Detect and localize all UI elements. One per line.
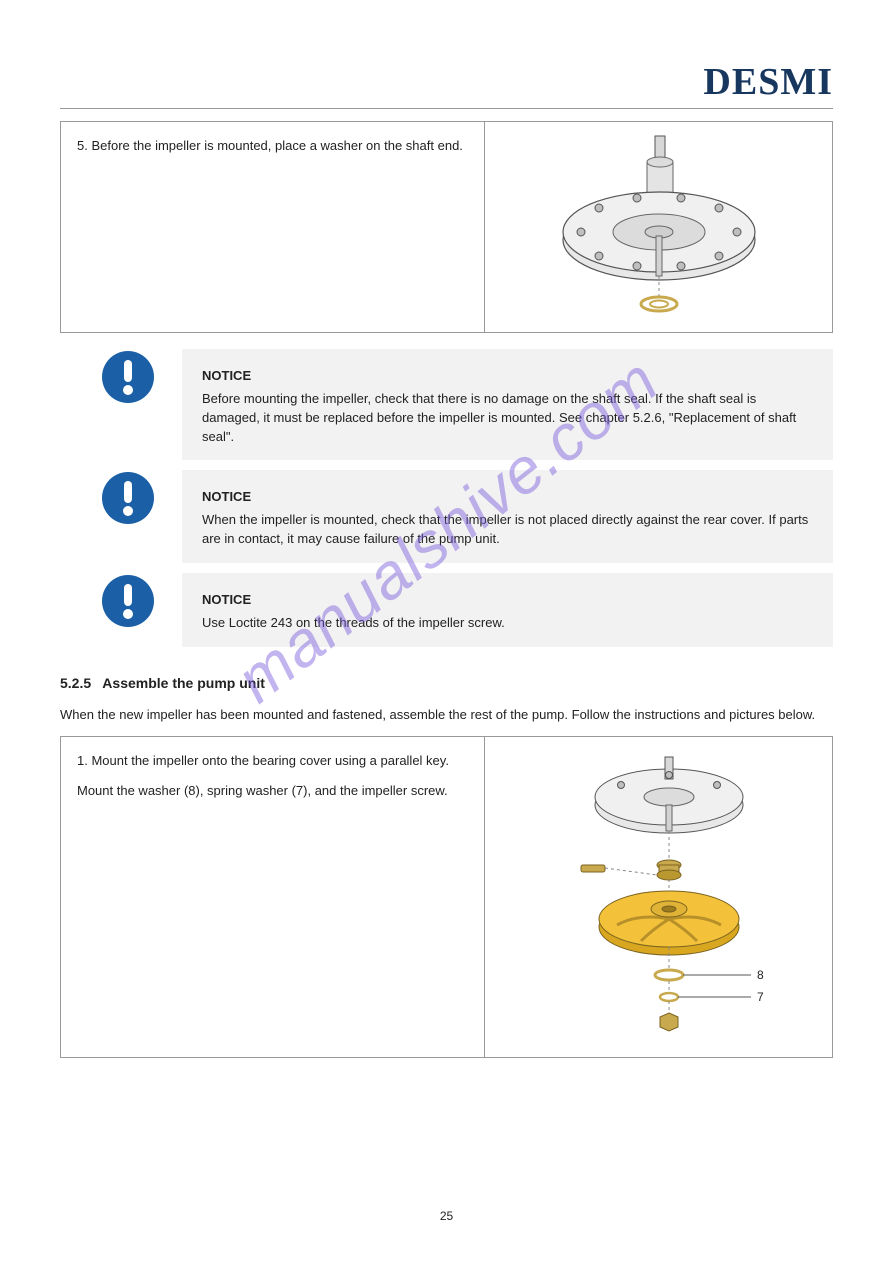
callout-7: 7: [757, 990, 764, 1004]
brand-logo: DESMI: [703, 60, 833, 104]
notice-icon: [100, 573, 158, 647]
step-box-assemble: 1. Mount the impeller onto the bearing c…: [60, 736, 833, 1058]
step-box-washer-illustration: [485, 122, 832, 332]
notice-body: NOTICE Use Loctite 243 on the threads of…: [182, 573, 833, 647]
notice-title: NOTICE: [202, 488, 813, 507]
page-number: 25: [0, 1209, 893, 1223]
step-text-2: Mount the washer (8), spring washer (7),…: [77, 781, 468, 801]
notice-loctite: NOTICE Use Loctite 243 on the threads of…: [100, 573, 833, 647]
section-heading: 5.2.5 Assemble the pump unit: [60, 675, 833, 691]
notice-body: NOTICE Before mounting the impeller, che…: [182, 349, 833, 460]
notice-icon: [100, 470, 158, 563]
notice-impeller-clearance: NOTICE When the impeller is mounted, che…: [100, 470, 833, 563]
section-title: Assemble the pump unit: [102, 675, 265, 691]
step-box-washer: 5. Before the impeller is mounted, place…: [60, 121, 833, 333]
step-box-washer-text: 5. Before the impeller is mounted, place…: [61, 122, 485, 332]
notice-title: NOTICE: [202, 591, 813, 610]
step-text: Mount the impeller onto the bearing cove…: [91, 753, 448, 768]
exclamation-icon: [100, 349, 156, 405]
notice-text: Before mounting the impeller, check that…: [202, 390, 813, 447]
step-box-assemble-text: 1. Mount the impeller onto the bearing c…: [61, 737, 485, 1057]
bearing-cover-illustration: [529, 132, 789, 322]
exclamation-icon: [100, 470, 156, 526]
step-box-assemble-illustration: 8 7: [485, 737, 832, 1057]
notice-shaft-seal: NOTICE Before mounting the impeller, che…: [100, 349, 833, 460]
step-number: 5.: [77, 138, 88, 153]
callout-8: 8: [757, 968, 764, 982]
notice-body: NOTICE When the impeller is mounted, che…: [182, 470, 833, 563]
section-number: 5.2.5: [60, 675, 91, 691]
notice-text: Use Loctite 243 on the threads of the im…: [202, 614, 813, 633]
step-text: Before the impeller is mounted, place a …: [91, 138, 462, 153]
step-number: 1.: [77, 753, 88, 768]
exploded-view-illustration: 8 7: [519, 747, 799, 1047]
intro-paragraph: When the new impeller has been mounted a…: [60, 705, 833, 725]
page-header: DESMI: [60, 60, 833, 109]
notice-text: When the impeller is mounted, check that…: [202, 511, 813, 549]
exclamation-icon: [100, 573, 156, 629]
notice-icon: [100, 349, 158, 460]
notice-title: NOTICE: [202, 367, 813, 386]
